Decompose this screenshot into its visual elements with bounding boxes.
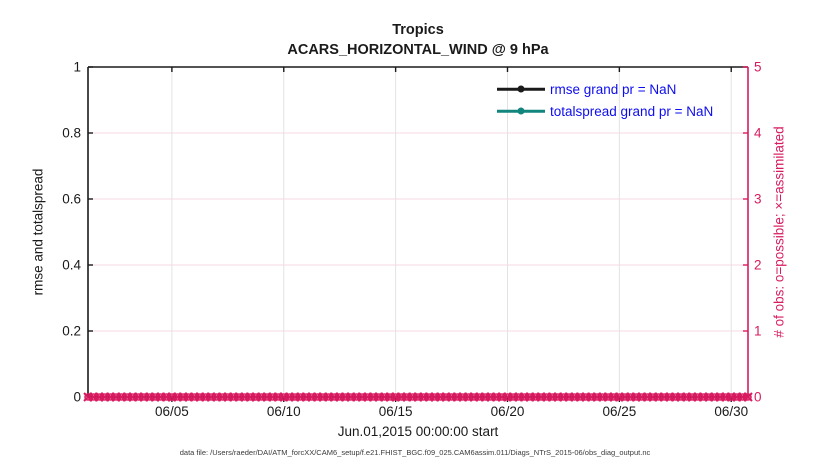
svg-text:0: 0 xyxy=(73,390,81,405)
legend-label-totalspread: totalspread grand pr = NaN xyxy=(550,103,714,119)
plot-subtitle: ACARS_HORIZONTAL_WIND @ 9 hPa xyxy=(287,42,549,58)
data-file-caption: data file: /Users/raeder/DAI/ATM_forcXX/… xyxy=(179,448,651,457)
svg-text:0.8: 0.8 xyxy=(62,126,81,141)
svg-text:06/10: 06/10 xyxy=(267,404,301,419)
legend: rmse grand pr = NaN totalspread grand pr… xyxy=(497,78,713,122)
svg-text:4: 4 xyxy=(754,126,762,141)
svg-text:06/05: 06/05 xyxy=(155,404,189,419)
svg-text:5: 5 xyxy=(754,60,762,75)
rmse-line-sample xyxy=(497,78,545,100)
svg-text:3: 3 xyxy=(754,192,762,207)
legend-label-rmse: rmse grand pr = NaN xyxy=(550,81,677,97)
svg-text:06/30: 06/30 xyxy=(714,404,748,419)
x-axis-label: Jun.01,2015 00:00:00 start xyxy=(337,424,499,439)
svg-text:1: 1 xyxy=(754,324,762,339)
svg-text:06/15: 06/15 xyxy=(379,404,413,419)
svg-text:0: 0 xyxy=(754,390,762,405)
svg-text:1: 1 xyxy=(73,60,81,75)
plot-title: Tropics xyxy=(392,22,444,38)
svg-text:2: 2 xyxy=(754,258,762,273)
svg-text:06/25: 06/25 xyxy=(602,404,636,419)
svg-text:0.4: 0.4 xyxy=(62,258,81,273)
svg-text:06/20: 06/20 xyxy=(491,404,525,419)
totalspread-line-sample xyxy=(497,100,545,122)
legend-entry-rmse: rmse grand pr = NaN xyxy=(497,78,713,100)
svg-text:0.2: 0.2 xyxy=(62,324,81,339)
title-block: Tropics ACARS_HORIZONTAL_WIND @ 9 hPa xyxy=(88,20,748,60)
svg-text:0.6: 0.6 xyxy=(62,192,81,207)
legend-entry-totalspread: totalspread grand pr = NaN xyxy=(497,100,713,122)
